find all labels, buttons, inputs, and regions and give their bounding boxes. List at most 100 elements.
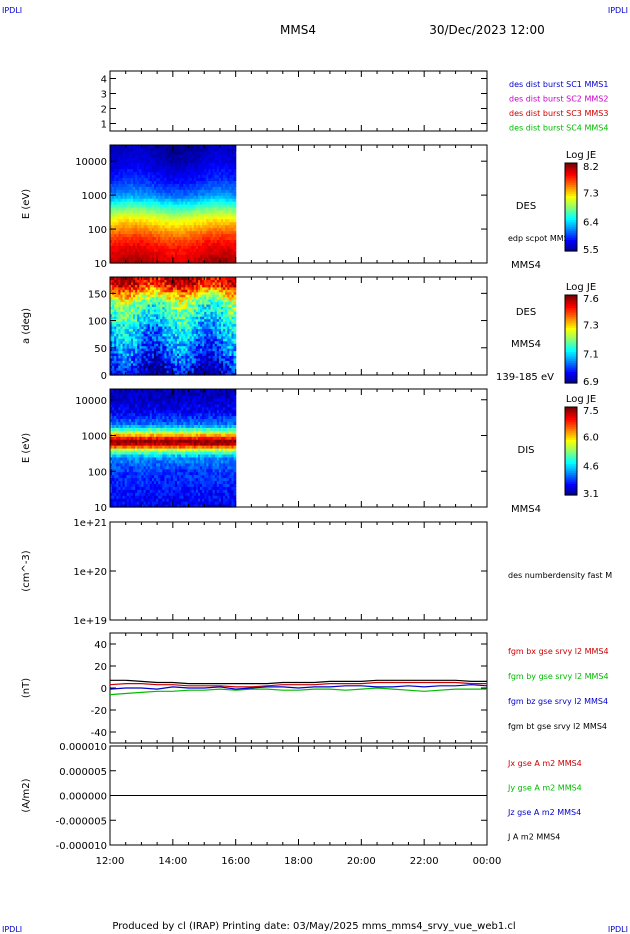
des-pitch-cell: [118, 352, 122, 356]
des-energy-cell: [145, 153, 149, 158]
des-pitch-cell: [210, 345, 214, 349]
des-energy-cell: [168, 162, 172, 167]
des-energy-cell: [185, 180, 189, 184]
des-energy-cell: [221, 195, 224, 199]
des-energy-cell: [151, 251, 155, 255]
des-energy-cell: [162, 209, 166, 214]
des-energy-cell: [179, 189, 182, 193]
des-energy-cell: [204, 145, 207, 149]
des-pitch-cell: [225, 333, 228, 337]
des-pitch-cell: [141, 365, 145, 369]
des-energy-cell: [212, 171, 216, 176]
des-energy-cell: [233, 195, 237, 199]
des-energy-cell: [145, 198, 149, 202]
des-energy-cell: [174, 150, 178, 155]
des-energy-cell: [153, 153, 157, 158]
des-pitch-cell: [197, 362, 201, 366]
des-energy-cell: [206, 147, 210, 152]
des-pitch-cell: [174, 335, 178, 339]
des-pitch-cell: [183, 291, 186, 295]
des-energy-cell: [166, 239, 170, 243]
des-energy-colorbar-cell: [565, 171, 577, 175]
des-energy-cell: [118, 204, 122, 208]
des-pitch-cell: [156, 308, 159, 312]
des-energy-cell: [177, 260, 180, 264]
des-energy-cell: [200, 212, 203, 217]
des-energy-cell: [170, 236, 174, 240]
des-pitch-cell: [189, 372, 193, 376]
des-pitch-cell: [197, 321, 201, 325]
des-energy-cell: [124, 227, 128, 232]
des-energy-cell: [227, 145, 230, 149]
des-pitch-cell: [218, 343, 222, 347]
des-pitch-cell: [139, 330, 143, 334]
des-pitch-cell: [118, 328, 122, 332]
des-pitch-cell: [227, 316, 230, 320]
des-pitch-cell: [185, 343, 189, 347]
des-pitch-cell: [229, 281, 233, 285]
des-pitch-cell: [208, 355, 212, 359]
des-energy-cell: [208, 192, 212, 196]
des-energy-cell: [158, 192, 161, 196]
des-energy-colorbar-cell: [565, 180, 577, 184]
des-energy-cell: [116, 239, 119, 243]
des-energy-cell: [145, 257, 149, 261]
des-energy-cell: [130, 165, 134, 170]
des-pitch-cell: [202, 343, 205, 347]
des-pitch-cell: [206, 284, 210, 288]
des-pitch-cell: [110, 338, 113, 342]
des-energy-cell: [195, 159, 199, 164]
des-energy-cell: [133, 257, 136, 261]
des-pitch-cell: [197, 326, 201, 330]
des-energy-cell: [225, 227, 228, 232]
des-pitch-cell: [233, 291, 237, 295]
des-energy-cell: [177, 180, 180, 184]
des-pitch-cell: [149, 296, 153, 300]
des-pitch-cell: [225, 348, 228, 352]
des-energy-cell: [183, 186, 186, 190]
des-pitch-cell: [214, 338, 218, 342]
des-pitch-cell: [229, 321, 233, 325]
des-energy-cell: [151, 257, 155, 261]
des-pitch-cell: [128, 279, 132, 283]
des-energy-cell: [202, 165, 205, 170]
des-energy-cell: [233, 221, 237, 226]
des-energy-cell: [177, 174, 180, 179]
des-pitch-cell: [168, 362, 172, 366]
des-energy-cell: [214, 159, 218, 164]
des-energy-cell: [124, 233, 128, 238]
des-energy-cell: [170, 189, 174, 193]
des-pitch-cell: [233, 330, 237, 334]
des-energy-cell: [160, 180, 163, 184]
des-pitch-cell: [206, 367, 210, 371]
des-energy-cell: [122, 192, 126, 196]
des-energy-cell: [141, 215, 145, 220]
des-pitch-cell: [158, 308, 161, 312]
des-pitch-cell: [189, 313, 193, 317]
des-pitch-cell: [166, 365, 170, 369]
des-pitch-cell: [187, 284, 191, 288]
des-energy-cell: [162, 215, 166, 220]
des-energy-cell: [193, 212, 197, 217]
des-energy-cell: [187, 209, 191, 214]
des-pitch-cell: [168, 303, 172, 307]
des-pitch-cell: [120, 321, 124, 325]
des-energy-cell: [143, 251, 147, 255]
des-pitch-cell: [145, 303, 149, 307]
des-pitch-cell: [193, 281, 197, 285]
des-pitch-cell: [135, 367, 138, 371]
des-energy-cell: [225, 260, 228, 264]
des-pitch-cell: [170, 367, 174, 371]
des-pitch-cell: [177, 362, 180, 366]
des-energy-cell: [114, 209, 117, 214]
des-pitch-cell: [174, 323, 178, 327]
des-energy-cell: [181, 183, 184, 187]
des-energy-cell: [128, 174, 132, 179]
des-energy-cell: [223, 239, 226, 243]
des-energy-cell: [124, 150, 128, 155]
des-energy-cell: [191, 218, 195, 223]
des-pitch-cell: [206, 350, 210, 354]
des-pitch-cell: [160, 372, 163, 376]
des-pitch-cell: [128, 296, 132, 300]
des-pitch-cell: [170, 348, 174, 352]
